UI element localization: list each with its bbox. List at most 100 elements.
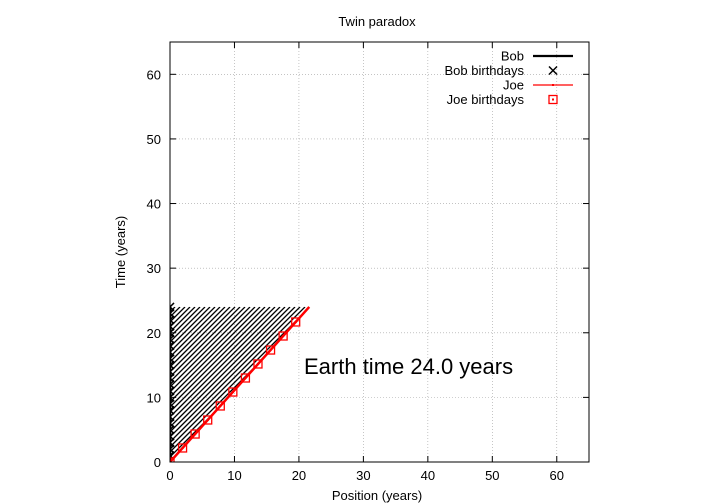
joe-birthday-point: [278, 331, 288, 341]
grid-lines: [170, 42, 589, 462]
bob-birthday-point: [170, 379, 175, 389]
legend-entry: Joe birthdays: [447, 92, 558, 107]
hatched-region: [5, 306, 470, 462]
bob-birthday-point: [170, 373, 175, 383]
hatch-line: [170, 306, 271, 462]
x-axis-label: Position (years): [332, 488, 422, 503]
legend-label: Bob birthdays: [445, 63, 525, 78]
hatch-line: [170, 306, 256, 462]
bob-birthday-point: [170, 360, 175, 370]
hatch-line: [289, 306, 310, 462]
bob-birthday-point: [170, 308, 175, 318]
joe-birthday-point: [228, 387, 238, 397]
joe-birthday-point: [177, 443, 188, 453]
chart-title: Twin paradox: [338, 14, 416, 29]
legend-label: Joe: [503, 78, 524, 93]
bob-birthday-point: [170, 354, 175, 364]
y-tick-label: 0: [154, 455, 161, 470]
bob-birthday-point: [170, 321, 175, 331]
hatch-line: [170, 306, 231, 462]
hatch-line: [274, 306, 310, 462]
hatch-line: [170, 306, 251, 462]
joe-birthday-point: [215, 401, 225, 411]
hatch-line: [170, 306, 296, 462]
legend-symbol-x: [548, 65, 558, 76]
hatch-line: [244, 306, 310, 462]
bob-birthday-point: [170, 315, 175, 325]
bob-birthday-point: [170, 431, 175, 441]
hatch-line: [249, 306, 310, 462]
hatch-line: [170, 306, 186, 462]
y-axis-label: Time (years): [113, 216, 128, 288]
bob-birthday-point: [170, 347, 175, 357]
joe-birthday-point: [190, 429, 200, 439]
y-tick-label: 40: [147, 197, 161, 212]
hatch-line: [170, 306, 286, 462]
data-series: [170, 302, 311, 462]
joe-birthday-point: [291, 317, 301, 327]
hatch-line: [170, 306, 241, 462]
x-tick-label: 30: [356, 468, 370, 483]
bob-birthday-point: [170, 386, 175, 396]
earth-time-annotation: Earth time 24.0 years: [304, 354, 513, 379]
hatch-line: [299, 306, 310, 462]
bob-birthday-point: [170, 418, 175, 428]
hatch-line: [269, 306, 310, 462]
hatch-line: [5, 307, 160, 462]
y-tick-label: 30: [147, 261, 161, 276]
bob-birthday-point: [170, 444, 175, 454]
hatch-line: [170, 306, 276, 462]
x-tick-label: 0: [166, 468, 173, 483]
axis-ticks: 0 10 20 30 40 50 60 0 10 20 30 40 50 60: [147, 42, 589, 483]
hatch-line: [224, 306, 310, 462]
bob-birthday-point: [170, 405, 175, 415]
x-tick-label: 20: [292, 468, 306, 483]
bob-birthday-point: [170, 392, 175, 402]
hatch-lines: [5, 306, 470, 462]
y-tick-label: 60: [147, 67, 161, 82]
hatch-line: [170, 306, 216, 462]
bob-birthday-point: [170, 399, 175, 409]
hatch-line: [259, 306, 310, 462]
hatch-line: [304, 306, 310, 462]
bob-birthday-point: [170, 334, 175, 344]
hatch-line: [170, 306, 266, 462]
y-tick-label: 50: [147, 132, 161, 147]
legend-entry: Bob birthdays: [445, 63, 558, 78]
bob-birthday-point: [170, 412, 175, 422]
x-tick-label: 40: [421, 468, 435, 483]
hatch-line: [170, 306, 246, 462]
hatch-line: [310, 307, 465, 462]
hatch-line: [284, 306, 310, 462]
legend-label: Bob: [501, 49, 524, 64]
hatch-line: [229, 306, 310, 462]
x-tick-label: 50: [485, 468, 499, 483]
plot-frame: [169, 41, 590, 463]
hatch-line: [170, 306, 310, 462]
hatch-line: [170, 306, 281, 462]
joe-birthday-point: [253, 359, 263, 369]
bob-birthday-point: [170, 425, 175, 435]
joe-birthday-point: [265, 345, 276, 355]
hatch-line: [234, 306, 310, 462]
joe-birthday-point: [240, 373, 251, 383]
hatch-line: [10, 307, 165, 462]
joe-birthday-point: [203, 415, 213, 425]
y-tick-label: 20: [147, 326, 161, 341]
legend-symbol-square: [548, 94, 558, 105]
x-tick-label: 60: [550, 468, 564, 483]
bob-birthday-point: [170, 438, 175, 448]
bob-birthday-point: [170, 367, 175, 377]
hatch-line: [170, 306, 221, 462]
legend-label: Joe birthdays: [447, 92, 525, 107]
hatch-line: [170, 306, 291, 462]
legend-entry: Bob: [501, 49, 573, 64]
hatch-line: [219, 306, 310, 462]
series-line-joe: [170, 306, 311, 462]
bob-birthday-point: [170, 328, 175, 338]
hatch-line: [170, 306, 236, 462]
hatch-line: [315, 307, 470, 462]
y-tick-label: 10: [147, 390, 161, 405]
